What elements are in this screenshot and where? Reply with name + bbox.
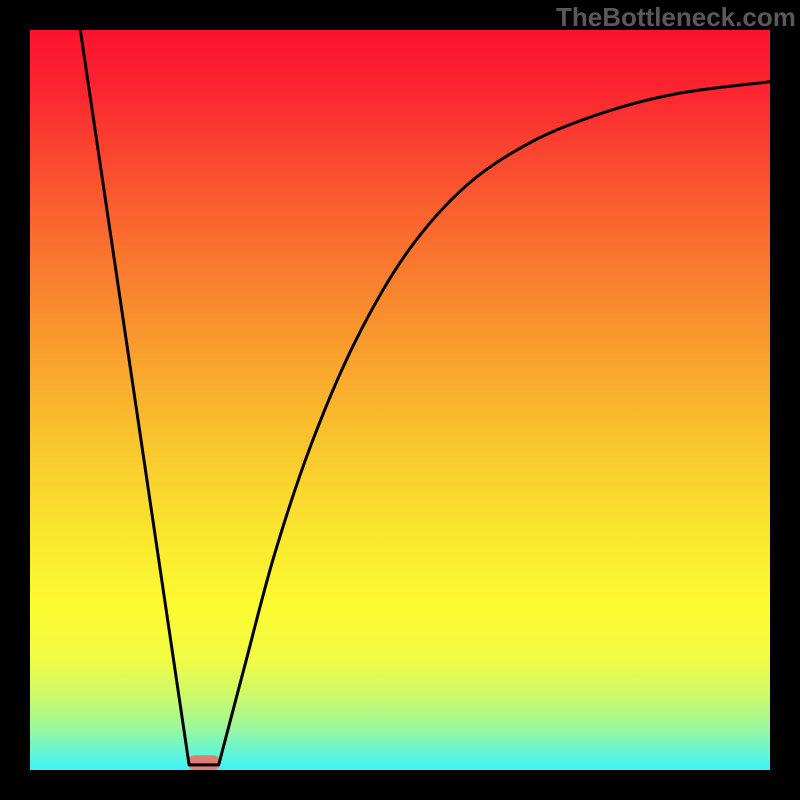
watermark-text: TheBottleneck.com — [556, 2, 796, 33]
optimal-marker — [187, 755, 220, 770]
gradient-background — [30, 30, 770, 770]
bottleneck-chart — [0, 0, 800, 800]
